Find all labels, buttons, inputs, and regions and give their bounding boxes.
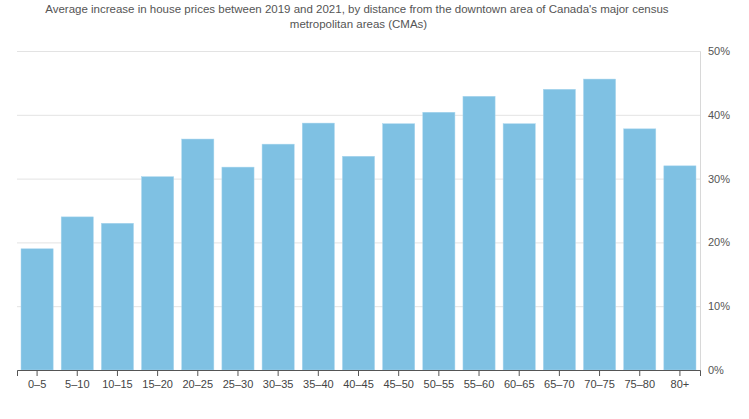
x-tick: 10–15 [102,370,133,390]
x-tick-mark [37,370,38,376]
bar [222,167,254,370]
x-tick: 50–55 [424,370,455,390]
x-tick-label: 70–75 [584,378,615,390]
x-tick-label: 65–70 [544,378,575,390]
x-tick-mark [398,370,399,376]
y-tick-label: 0% [708,364,724,376]
x-tick-label: 80+ [671,378,690,390]
title-line: Average increase in house prices between… [45,3,672,15]
x-tick: 40–45 [343,370,374,390]
x-tick-label: 15–20 [142,378,173,390]
x-tick-label: 5–10 [65,378,89,390]
bar [142,177,174,370]
bar [61,217,93,370]
bar [664,166,696,370]
x-tick-label: 55–60 [464,378,495,390]
y-tick-label: 50% [708,45,730,57]
x-tick-mark [237,370,238,376]
x-tick-label: 35–40 [303,378,334,390]
bar [503,124,535,370]
x-tick: 60–65 [504,370,535,390]
x-axis: 0–5 5–10 10–15 15–20 20–25 25–30 30–35 35–40 40–… [18,370,701,390]
x-tick: 0–5 [28,370,46,390]
x-tick-mark [559,370,560,376]
bars [21,79,696,370]
x-tick-label: 10–15 [102,378,133,390]
x-tick-mark [358,370,359,376]
bar [182,139,214,370]
x-tick: 30–35 [263,370,294,390]
y-tick: 50% [17,45,730,57]
grid-line [17,51,700,52]
x-tick-label: 45–50 [383,378,414,390]
x-tick: 20–25 [182,370,213,390]
bar [423,112,455,370]
x-tick: 15–20 [142,370,173,390]
y-tick-label: 10% [708,300,730,312]
x-tick-label: 0–5 [28,378,46,390]
x-tick: 80+ [671,370,690,390]
bar [342,156,374,370]
y-axis-line [17,52,701,371]
x-axis-line [18,371,701,377]
x-tick-label: 75–80 [624,378,655,390]
title-line: metropolitan areas (CMAs) [290,18,428,30]
bar [262,144,294,370]
x-tick: 25–30 [223,370,254,390]
x-tick-label: 30–35 [263,378,294,390]
x-tick-mark [519,370,520,376]
bar [624,129,656,370]
bar [21,249,53,370]
bar [543,89,575,370]
x-tick: 70–75 [584,370,615,390]
x-tick: 35–40 [303,370,334,390]
x-tick: 45–50 [383,370,414,390]
bar [101,223,133,370]
title: Average increase in house prices between… [45,3,672,30]
y-tick-label: 30% [708,173,730,185]
x-tick: 75–80 [624,370,655,390]
x-tick-mark [117,370,118,376]
x-tick-mark [479,370,480,376]
x-tick-label: 60–65 [504,378,535,390]
x-tick: 5–10 [65,370,89,390]
x-tick-mark [278,370,279,376]
bar [583,79,615,370]
bar [463,96,495,370]
x-tick-mark [599,370,600,376]
chart: Average increase in house prices between… [0,0,749,419]
x-tick-mark [157,370,158,376]
x-tick-mark [679,370,680,376]
x-tick: 55–60 [464,370,495,390]
x-tick-label: 25–30 [223,378,254,390]
x-tick-label: 40–45 [343,378,374,390]
x-tick-mark [77,370,78,376]
y-tick-label: 40% [708,109,730,121]
y-tick: 40% [17,109,730,121]
y-axis: 0% 10% 20% 30% 40% 50% [17,45,730,376]
bar [302,123,334,370]
x-tick-mark [438,370,439,376]
x-tick-label: 20–25 [182,378,213,390]
x-tick-mark [318,370,319,376]
x-tick: 65–70 [544,370,575,390]
y-tick-label: 20% [708,236,730,248]
x-tick-label: 50–55 [424,378,455,390]
x-tick-mark [639,370,640,376]
x-tick-mark [197,370,198,376]
bar [383,124,415,370]
